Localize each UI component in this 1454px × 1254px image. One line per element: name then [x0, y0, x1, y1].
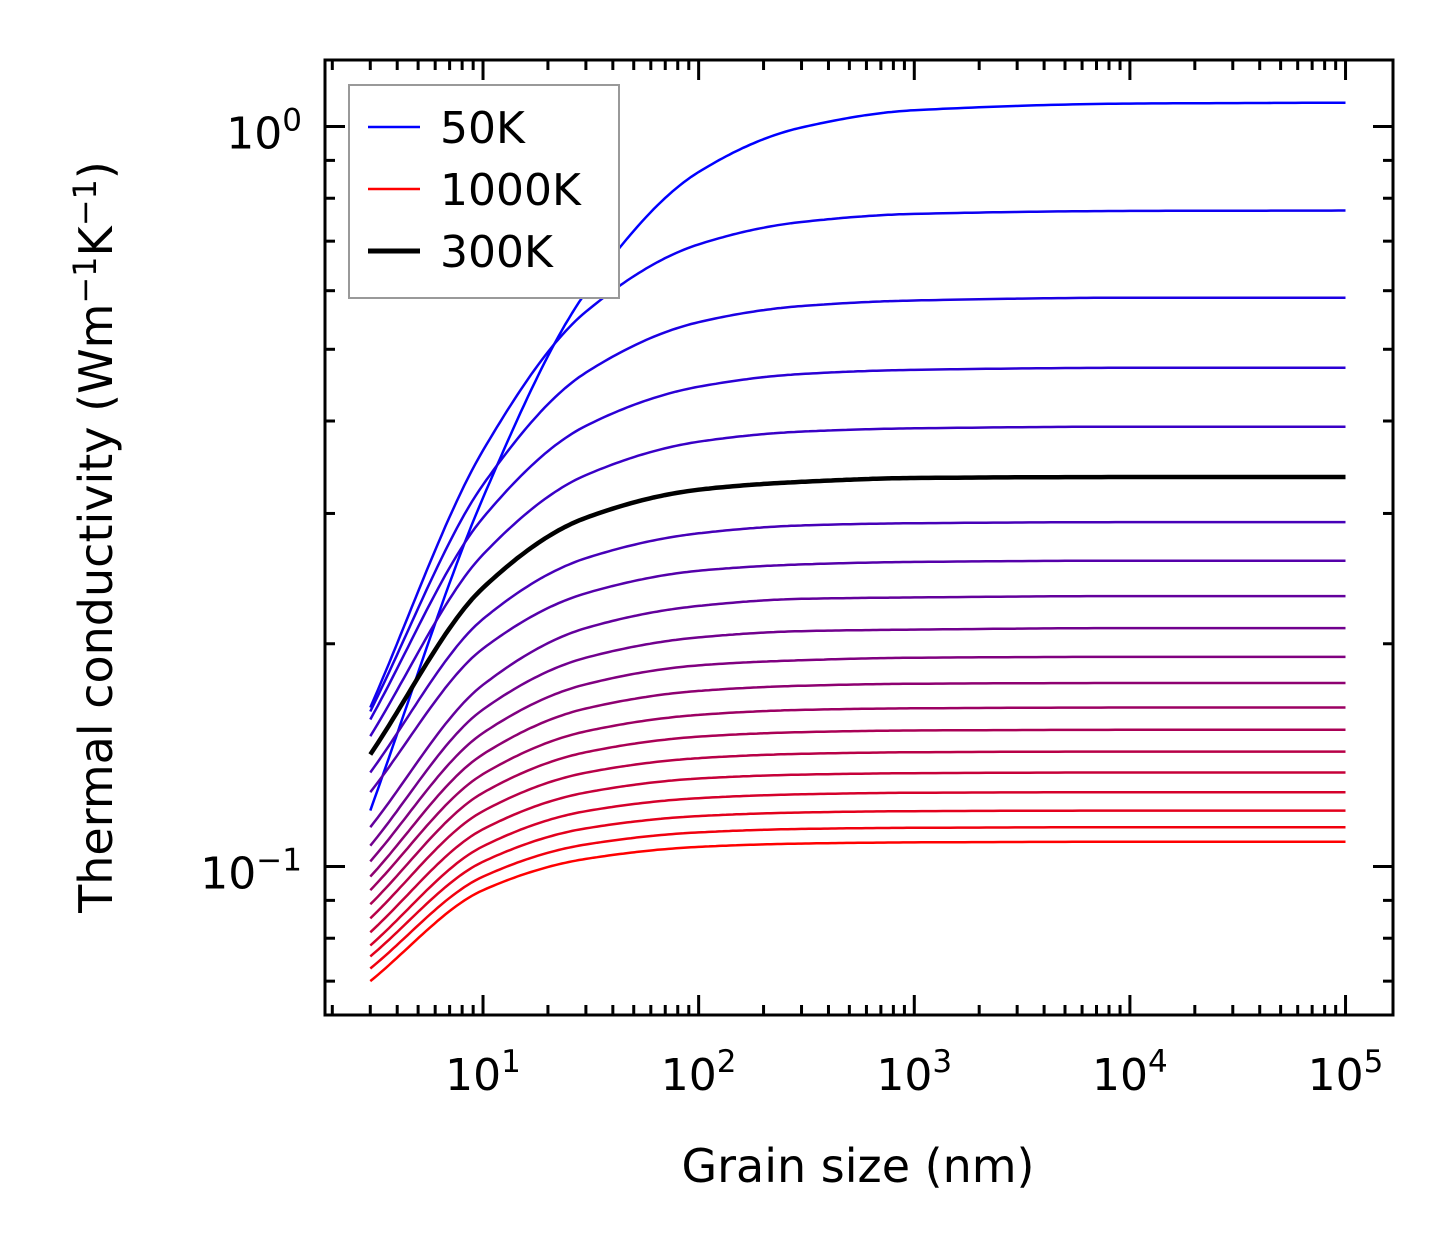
x-tick-label-2: 102 — [661, 1044, 737, 1101]
series-line-150k — [369, 296, 1346, 713]
series-line-100k — [369, 209, 1346, 708]
legend: 50K 1000K 300K — [348, 84, 620, 299]
x-axis-label: Grain size (nm) — [682, 1139, 1035, 1193]
y-axis-label-close: ) — [69, 161, 123, 179]
series-line-400k — [369, 559, 1346, 793]
series-line-850k — [369, 790, 1346, 947]
x-tick-label-4: 104 — [1092, 1044, 1168, 1101]
series-line-500k — [369, 626, 1346, 847]
series-line-750k — [369, 750, 1346, 920]
series-line-900k — [369, 809, 1346, 958]
series-line-700k — [369, 728, 1346, 906]
y-axis-label-k: K — [69, 224, 123, 256]
x-tick-label-5: 105 — [1308, 1044, 1384, 1101]
y-axis-label-main: Thermal conductivity (Wm — [69, 304, 123, 914]
legend-label-1000k: 1000K — [440, 165, 582, 216]
series-line-1000k — [369, 840, 1346, 983]
series-line-300k — [368, 474, 1346, 756]
series-line-450k — [369, 594, 1346, 828]
y-axis-label: Thermal conductivity (Wm−1K−1) — [66, 161, 123, 914]
x-tick-label-1: 101 — [445, 1044, 521, 1101]
series-line-600k — [369, 681, 1346, 878]
legend-label-50k: 50K — [440, 103, 526, 154]
legend-box — [348, 84, 620, 299]
series-line-550k — [369, 655, 1346, 863]
y-tick-label-−1: 10−1 — [200, 843, 302, 900]
series-line-350k — [369, 520, 1346, 774]
series-line-250k — [369, 425, 1346, 737]
series-line-50k — [369, 101, 1346, 812]
series-line-800k — [369, 771, 1346, 934]
series-line-200k — [369, 366, 1346, 721]
y-axis-label-exp1: −1 — [66, 256, 104, 303]
x-tick-label-3: 103 — [876, 1044, 952, 1101]
plot-frame — [323, 58, 1395, 1017]
series-line-650k — [369, 706, 1346, 892]
series-layer — [368, 101, 1346, 983]
legend-label-300k: 300K — [440, 227, 554, 278]
y-axis-label-exp2: −1 — [66, 179, 104, 226]
tick-layer: 101 102 103 104 105 100 10−1 — [200, 60, 1393, 1101]
series-line-950k — [369, 825, 1346, 970]
y-tick-label-0: 100 — [226, 103, 302, 160]
